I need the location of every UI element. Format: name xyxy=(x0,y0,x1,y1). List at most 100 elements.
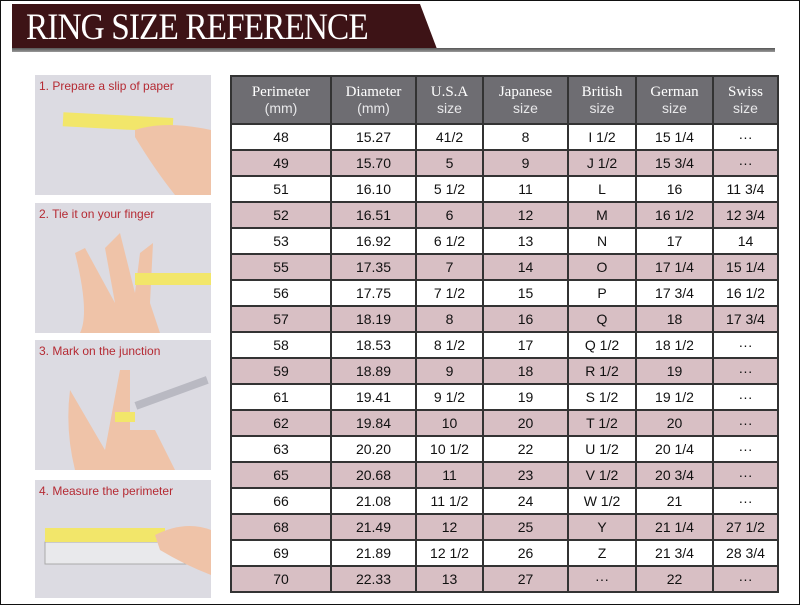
table-cell: Y xyxy=(567,513,637,541)
table-cell: 12 xyxy=(415,513,484,541)
table-cell: 12 3/4 xyxy=(712,201,779,229)
table-cell: 51 xyxy=(230,175,332,203)
table-cell: S 1/2 xyxy=(567,383,637,411)
table-row: 56 17.75 7 1/2 15 P 17 3/4 16 1/2 xyxy=(230,279,779,307)
table-cell: ··· xyxy=(712,487,779,515)
table-cell: 15.27 xyxy=(330,123,417,151)
table-cell: 17 3/4 xyxy=(635,279,714,307)
table-cell: 16 xyxy=(482,305,569,333)
table-cell: 14 xyxy=(482,253,569,281)
table-cell: 18.19 xyxy=(330,305,417,333)
table-cell: 8 1/2 xyxy=(415,331,484,359)
table-cell: 20 3/4 xyxy=(635,461,714,489)
table-cell: T 1/2 xyxy=(567,409,637,437)
step-label: 4. Measure the perimeter xyxy=(39,484,174,498)
table-cell: 19.84 xyxy=(330,409,417,437)
ruler-measuring-illustration xyxy=(44,526,211,575)
table-row: 62 19.84 10 20 T 1/2 20 ··· xyxy=(230,409,779,437)
table-cell: 5 xyxy=(415,149,484,177)
title-underline xyxy=(12,48,775,52)
step-2-panel: 2. Tie it on your finger xyxy=(35,203,211,333)
column-header-sub: size xyxy=(513,100,538,116)
column-header-title: Japanese xyxy=(498,84,553,100)
table-cell: 15.70 xyxy=(330,149,417,177)
table-cell: 18 1/2 xyxy=(635,331,714,359)
table-cell: 58 xyxy=(230,331,332,359)
table-cell: M xyxy=(567,201,637,229)
title-banner xyxy=(12,4,437,49)
table-cell: 9 1/2 xyxy=(415,383,484,411)
table-cell: 20.20 xyxy=(330,435,417,463)
table-cell: 16 1/2 xyxy=(635,201,714,229)
table-cell: 9 xyxy=(482,149,569,177)
table-cell: 27 xyxy=(482,565,569,593)
table-cell: 21 xyxy=(635,487,714,515)
table-row: 48 15.27 41/2 8 I 1/2 15 1/4 ··· xyxy=(230,123,779,151)
table-cell: 18.53 xyxy=(330,331,417,359)
table-cell: 10 xyxy=(415,409,484,437)
column-header: British size xyxy=(567,75,637,125)
step-label: 1. Prepare a slip of paper xyxy=(39,79,174,93)
table-cell: 11 xyxy=(415,461,484,489)
table-cell: Q 1/2 xyxy=(567,331,637,359)
table-cell: W 1/2 xyxy=(567,487,637,515)
table-cell: 7 xyxy=(415,253,484,281)
table-cell: 41/2 xyxy=(415,123,484,151)
table-row: 69 21.89 12 1/2 26 Z 21 3/4 28 3/4 xyxy=(230,539,779,567)
table-cell: 23 xyxy=(482,461,569,489)
table-cell: 15 3/4 xyxy=(635,149,714,177)
table-cell: 17 3/4 xyxy=(712,305,779,333)
step-1-panel: 1. Prepare a slip of paper xyxy=(35,75,211,195)
table-cell: ··· xyxy=(712,565,779,593)
table-cell: L xyxy=(567,175,637,203)
table-cell: 57 xyxy=(230,305,332,333)
table-cell: 21 1/4 xyxy=(635,513,714,541)
table-cell: 18.89 xyxy=(330,357,417,385)
table-cell: 6 1/2 xyxy=(415,227,484,255)
column-header-sub: size xyxy=(437,100,462,116)
column-header: U.S.A size xyxy=(415,75,484,125)
table-cell: J 1/2 xyxy=(567,149,637,177)
column-header-sub: size xyxy=(662,100,687,116)
table-cell: ··· xyxy=(712,461,779,489)
table-cell: 49 xyxy=(230,149,332,177)
table-cell: 17 1/4 xyxy=(635,253,714,281)
table-cell: 21.89 xyxy=(330,539,417,567)
column-header-title: U.S.A xyxy=(430,84,469,100)
table-cell: 24 xyxy=(482,487,569,515)
ring-size-table: Perimeter (mm) Diameter (mm) U.S.A size Japane… xyxy=(230,75,779,593)
table-cell: P xyxy=(567,279,637,307)
step-3-panel: 3. Mark on the junction xyxy=(35,340,211,470)
table-cell: 13 xyxy=(482,227,569,255)
table-cell: 65 xyxy=(230,461,332,489)
table-cell: 62 xyxy=(230,409,332,437)
table-cell: 55 xyxy=(230,253,332,281)
table-cell: 17 xyxy=(635,227,714,255)
table-cell: 12 xyxy=(482,201,569,229)
table-cell: Z xyxy=(567,539,637,567)
table-cell: N xyxy=(567,227,637,255)
table-row: 53 16.92 6 1/2 13 N 17 14 xyxy=(230,227,779,255)
step-label: 3. Mark on the junction xyxy=(39,344,161,358)
table-cell: 17.35 xyxy=(330,253,417,281)
table-cell: 7 1/2 xyxy=(415,279,484,307)
column-header-sub: (mm) xyxy=(357,100,390,116)
column-header: Diameter (mm) xyxy=(330,75,417,125)
table-cell: 16 1/2 xyxy=(712,279,779,307)
table-row: 59 18.89 9 18 R 1/2 19 ··· xyxy=(230,357,779,385)
page-title: RING SIZE REFERENCE xyxy=(26,7,369,48)
table-row: 70 22.33 13 27 ··· 22 ··· xyxy=(230,565,779,593)
table-cell: 28 3/4 xyxy=(712,539,779,567)
column-header-title: British xyxy=(581,84,623,100)
table-cell: 14 xyxy=(712,227,779,255)
table-cell: 16.51 xyxy=(330,201,417,229)
table-row: 49 15.70 5 9 J 1/2 15 3/4 ··· xyxy=(230,149,779,177)
table-cell: 21.49 xyxy=(330,513,417,541)
table-cell: 11 3/4 xyxy=(712,175,779,203)
column-header-title: Swiss xyxy=(727,84,764,100)
table-cell: 11 1/2 xyxy=(415,487,484,515)
table-row: 68 21.49 12 25 Y 21 1/4 27 1/2 xyxy=(230,513,779,541)
table-cell: 17 xyxy=(482,331,569,359)
table-cell: 27 1/2 xyxy=(712,513,779,541)
table-cell: 18 xyxy=(482,357,569,385)
